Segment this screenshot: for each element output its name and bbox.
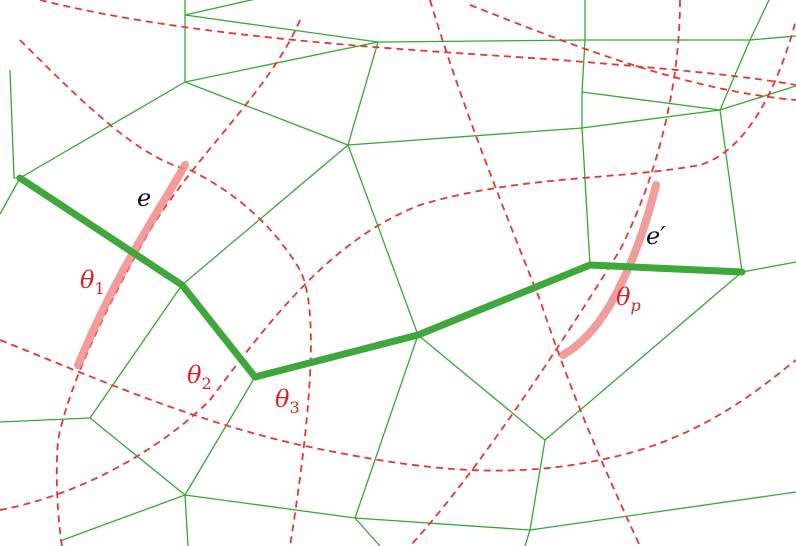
mesh-edge <box>181 144 349 286</box>
label-theta3-sub: 3 <box>289 398 299 417</box>
dual-curve <box>55 19 301 546</box>
label-thetap: θp <box>616 283 641 315</box>
mesh-edge <box>749 0 770 41</box>
mesh-edge <box>347 144 419 336</box>
mesh-edge <box>544 271 743 441</box>
label-theta3-base: θ <box>275 385 290 413</box>
mesh-edge <box>89 284 256 496</box>
mesh-edge <box>581 91 721 111</box>
highlight-e <box>74 161 189 369</box>
label-theta1: θ1 <box>80 266 105 298</box>
mesh-edge <box>719 109 743 273</box>
label-theta1-base: θ <box>80 266 95 294</box>
highlighted-path <box>16 174 746 381</box>
dual-curve <box>469 4 796 101</box>
mesh-edge <box>9 69 20 179</box>
mesh-edge <box>581 0 586 93</box>
mesh-edge <box>184 81 349 146</box>
label-thetap-sub: p <box>630 296 640 315</box>
mesh-edge <box>347 41 379 146</box>
dual-curve <box>409 0 681 546</box>
mesh-edge <box>0 177 21 215</box>
mesh-edge <box>529 491 796 531</box>
dual-curve <box>19 39 312 546</box>
mesh-edge <box>581 92 591 266</box>
label-theta2-base: θ <box>187 361 202 389</box>
label-theta2-sub: 2 <box>201 374 211 393</box>
highlighted-edges <box>74 161 660 369</box>
mesh-edge <box>354 517 381 546</box>
mesh-edge <box>741 261 796 273</box>
dual-curve <box>0 339 796 472</box>
dual-curve <box>429 0 641 546</box>
mesh-edge <box>184 0 255 16</box>
label-theta3: θ3 <box>275 385 300 417</box>
mesh-edge <box>59 494 186 542</box>
dual-curve <box>39 0 796 86</box>
mesh-edge <box>354 334 546 531</box>
mesh-edge <box>184 494 189 546</box>
mesh-edge <box>524 529 531 546</box>
mesh-edge <box>19 0 186 179</box>
label-theta1-sub: 1 <box>94 279 104 298</box>
mesh-edge <box>184 14 796 43</box>
mesh-edge <box>184 41 379 83</box>
highlight-e-prime <box>559 181 660 359</box>
label-thetap-base: θ <box>616 283 631 311</box>
mesh-edge <box>719 39 751 111</box>
mesh-edge <box>347 85 796 146</box>
label-e-prime: e′ <box>646 222 666 250</box>
dual-curve <box>0 19 796 511</box>
label-theta2: θ2 <box>187 361 212 393</box>
mesh-edge <box>0 417 91 423</box>
label-e: e <box>137 184 151 212</box>
